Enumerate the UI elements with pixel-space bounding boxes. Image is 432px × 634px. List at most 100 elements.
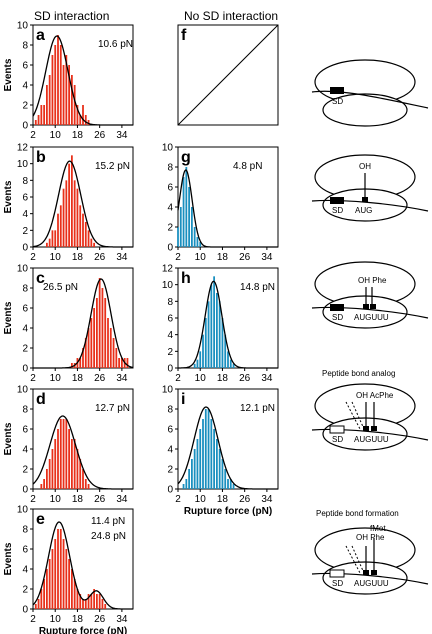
bar [71, 155, 73, 247]
y-tick-label: 4 [22, 565, 28, 576]
x-tick-label: 26 [94, 494, 106, 505]
bar [196, 359, 199, 368]
bar [188, 187, 190, 247]
bar [82, 105, 84, 125]
bar [101, 599, 104, 609]
y-tick-label: 6 [167, 314, 173, 325]
y-tick-label: 10 [162, 143, 174, 154]
bar [71, 75, 73, 125]
y-tick-label: 8 [22, 284, 28, 295]
bar [101, 288, 104, 368]
x-tick-label: 18 [72, 614, 84, 625]
bar [112, 338, 115, 368]
y-axis-label: Events [3, 58, 14, 91]
bar [62, 65, 65, 125]
bar [191, 459, 193, 489]
bar [84, 222, 87, 247]
bar [37, 115, 40, 125]
y-tick-label: 10 [17, 264, 29, 275]
bar [82, 599, 84, 609]
bar [193, 363, 196, 368]
bar [93, 308, 95, 368]
y-tick-label: 8 [22, 405, 28, 416]
bar [196, 439, 199, 489]
bar [227, 479, 229, 489]
bar [51, 449, 54, 489]
bar [43, 105, 45, 125]
bar [68, 559, 70, 609]
panel-f: f [177, 24, 279, 126]
x-tick-label: 2 [30, 252, 36, 263]
panel-label: c [36, 270, 45, 287]
fit-curve [177, 406, 278, 490]
bar [40, 105, 43, 125]
x-tick-label: 18 [217, 252, 229, 263]
x-tick-label: 26 [94, 252, 106, 263]
bar [59, 529, 62, 609]
bar [34, 120, 37, 125]
bar [54, 45, 57, 125]
y-tick-label: 4 [167, 330, 173, 341]
y-tick-label: 8 [22, 176, 28, 187]
bar [210, 419, 213, 489]
bar [87, 328, 90, 368]
force-annotation: 11.4 pN [91, 516, 125, 527]
bar [73, 180, 76, 247]
x-tick-label: 2 [175, 252, 181, 263]
bar [93, 589, 95, 609]
bar [182, 177, 185, 247]
x-tick-label: 2 [175, 373, 181, 384]
y-tick-label: 0 [22, 605, 28, 616]
codon-label: AUGUUU [354, 313, 389, 322]
bar [115, 348, 118, 368]
y-tick-label: 4 [22, 445, 28, 456]
bar [204, 409, 207, 489]
bar [79, 358, 82, 368]
bar [199, 429, 202, 489]
x-tick-label: 34 [116, 494, 128, 505]
bar [84, 338, 87, 368]
bar [104, 298, 107, 368]
bar [48, 459, 51, 489]
bar [87, 120, 90, 125]
y-tick-label: 10 [17, 21, 29, 32]
bar [48, 75, 51, 125]
bar [73, 579, 76, 609]
bar [121, 358, 123, 368]
bar [87, 594, 90, 609]
fit-curve [32, 35, 133, 126]
y-tick-label: 4 [22, 324, 28, 335]
bar [71, 569, 73, 609]
y-tick-label: 8 [22, 525, 28, 536]
x-tick-label: 18 [72, 252, 84, 263]
x-tick-label: 10 [50, 373, 62, 384]
y-tick-label: 0 [22, 243, 28, 254]
fit-curve [33, 278, 134, 369]
fit-curve [32, 415, 133, 490]
y-tick-label: 0 [167, 243, 173, 254]
y-tick-label: 6 [22, 545, 28, 556]
force-annotation: 24.8 pN [91, 531, 126, 542]
y-tick-label: 0 [167, 364, 173, 375]
x-tick-label: 26 [94, 373, 106, 384]
bar [57, 35, 59, 125]
x-tick-label: 34 [261, 494, 273, 505]
bar [207, 409, 210, 489]
y-tick-label: 6 [22, 304, 28, 315]
bar [65, 419, 68, 489]
bar [57, 213, 59, 247]
sd-label: SD [332, 313, 343, 322]
bar [199, 242, 202, 247]
y-tick-label: 10 [162, 385, 174, 396]
force-annotation: 10.6 pN [98, 39, 133, 50]
bar [216, 293, 218, 368]
y-tick-label: 4 [22, 209, 28, 220]
bar [199, 351, 202, 368]
fit-curve [178, 280, 278, 369]
sd-label: SD [332, 97, 343, 106]
